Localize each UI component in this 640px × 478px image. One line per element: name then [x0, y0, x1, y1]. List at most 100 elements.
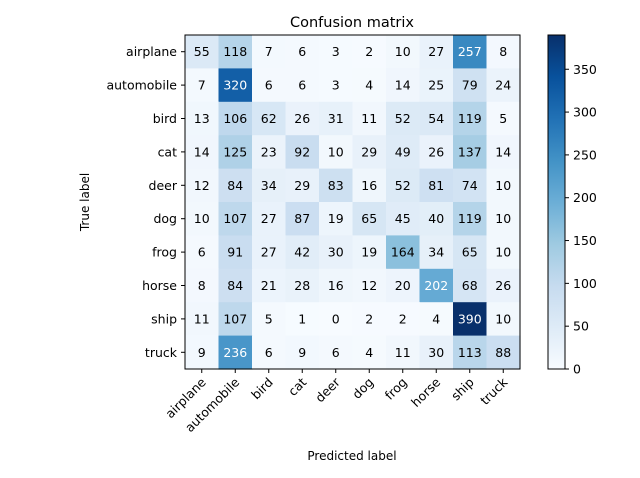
cell-value-label: 16: [328, 278, 344, 293]
heatmap-cell: [252, 268, 287, 303]
cell-value-label: 68: [462, 278, 478, 293]
cell-value-label: 119: [458, 111, 482, 126]
heatmap-cell: [252, 235, 287, 270]
colorbar: 0 50 100 150 200 250 300 350: [547, 34, 597, 377]
heatmap-cell: [218, 302, 253, 337]
heatmap-cell: [252, 302, 287, 337]
colorbar-tick-label: 200: [573, 190, 597, 205]
y-tick-label: frog: [152, 245, 177, 260]
heatmap-cell: [285, 168, 320, 203]
heatmap-cell: [486, 101, 521, 136]
cell-value-label: 88: [495, 345, 511, 360]
cell-value-label: 40: [428, 211, 444, 226]
cell-value-label: 2: [365, 44, 373, 59]
cell-value-label: 12: [194, 178, 210, 193]
heatmap-cell: [453, 68, 488, 103]
cell-value-label: 31: [328, 111, 344, 126]
cell-value-label: 11: [194, 311, 210, 326]
heatmap-cell: [419, 35, 454, 69]
heatmap-cell: [386, 101, 421, 136]
cell-value-label: 14: [194, 144, 210, 159]
cell-value-label: 65: [462, 245, 478, 260]
heatmap-cell: [218, 202, 253, 236]
cell-value-label: 81: [428, 178, 444, 193]
cell-value-label: 55: [194, 44, 210, 59]
cell-value-label: 9: [198, 345, 206, 360]
heatmap-cell: [252, 101, 287, 136]
heatmap-cells: [185, 35, 521, 370]
cell-value-label: 125: [223, 144, 247, 159]
cell-value-label: 30: [328, 245, 344, 260]
heatmap-cell: [185, 302, 220, 337]
y-tick-label: deer: [149, 178, 178, 193]
heatmap-cell: [419, 168, 454, 203]
heatmap-cell: [352, 202, 387, 236]
heatmap-cell: [419, 235, 454, 270]
heatmap-cell: [352, 68, 387, 103]
cell-value-label: 3: [332, 44, 340, 59]
heatmap-cell: [352, 268, 387, 303]
heatmap-cell: [218, 235, 253, 270]
cell-value-label: 87: [294, 211, 310, 226]
cell-value-label: 14: [495, 144, 511, 159]
heatmap-cell: [486, 335, 521, 370]
heatmap-cell: [453, 202, 488, 236]
y-tick-label: bird: [153, 111, 177, 126]
heatmap-cell: [453, 268, 488, 303]
colorbar-tick-label: 300: [573, 105, 597, 120]
chart-title: Confusion matrix: [290, 15, 414, 31]
cell-value-label: 2: [365, 311, 373, 326]
heatmap-cell: [419, 268, 454, 303]
cell-value-label: 11: [395, 345, 411, 360]
cell-value-label: 26: [294, 111, 310, 126]
cell-value-label: 14: [395, 78, 411, 93]
heatmap-cell: [486, 302, 521, 337]
heatmap-cell: [185, 135, 220, 170]
heatmap-cell: [252, 202, 287, 236]
cell-value-label: 34: [261, 178, 277, 193]
y-tick-label: dog: [153, 211, 177, 226]
heatmap-cell: [252, 168, 287, 203]
heatmap-cell: [386, 302, 421, 337]
heatmap-cell: [352, 35, 387, 69]
cell-value-label: 0: [332, 311, 340, 326]
heatmap-cell: [352, 335, 387, 370]
cell-value-label: 10: [194, 211, 210, 226]
x-tick-label: ship: [448, 374, 477, 403]
heatmap-cell: [218, 335, 253, 370]
cell-value-label: 42: [294, 245, 310, 260]
cell-value-label: 16: [361, 178, 377, 193]
heatmap-cell: [319, 302, 354, 337]
cell-value-label: 49: [395, 144, 411, 159]
cell-value-label: 3: [332, 78, 340, 93]
x-axis-label: Predicted label: [307, 449, 396, 463]
cell-value-label: 5: [265, 311, 273, 326]
heatmap-cell: [285, 35, 320, 69]
heatmap-cell: [185, 168, 220, 203]
heatmap-cell: [453, 35, 488, 69]
cell-value-label: 10: [495, 211, 511, 226]
cell-value-label: 8: [499, 44, 507, 59]
heatmap-cell: [386, 268, 421, 303]
cell-value-label: 4: [365, 345, 373, 360]
cell-value-label: 106: [223, 111, 247, 126]
heatmap-cell: [453, 135, 488, 170]
colorbar-tick-label: 50: [573, 319, 589, 334]
cell-value-label: 9: [298, 345, 306, 360]
heatmap-cell: [252, 335, 287, 370]
cell-value-label: 4: [365, 78, 373, 93]
heatmap-cell: [453, 235, 488, 270]
y-tick-label: airplane: [126, 44, 177, 59]
x-tick-label: truck: [477, 374, 511, 408]
cell-value-label: 83: [328, 178, 344, 193]
heatmap-cell: [352, 235, 387, 270]
heatmap-cell: [386, 335, 421, 370]
heatmap-cell: [453, 302, 488, 337]
cell-value-label: 54: [428, 111, 444, 126]
cell-value-label: 6: [265, 78, 273, 93]
cell-value-label: 84: [227, 178, 243, 193]
heatmap-cell: [285, 202, 320, 236]
heatmap-cell: [352, 168, 387, 203]
